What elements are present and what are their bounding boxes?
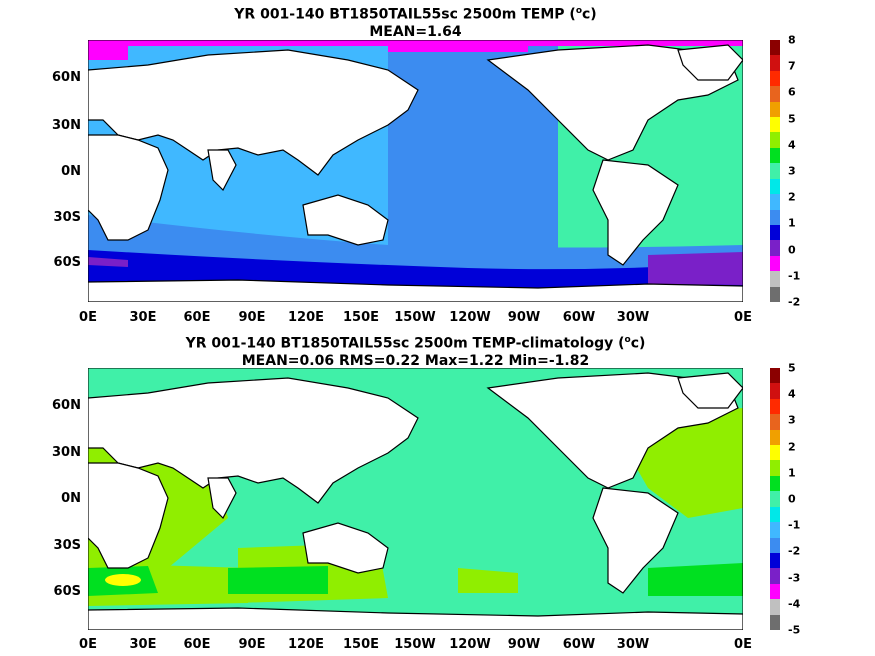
lat-label-0n: 0N [61, 491, 81, 506]
colorbar-cell [770, 132, 780, 149]
colorbar-cell [770, 194, 780, 211]
panel2-map [88, 368, 743, 630]
lon-label: 120E [287, 310, 325, 325]
colorbar-cell [770, 599, 780, 616]
lon-label: 150W [394, 310, 436, 325]
lon-label: 90E [238, 310, 266, 325]
colorbar-label: 3 [788, 164, 796, 178]
colorbar-cell [770, 163, 780, 180]
colorbar-cell [770, 368, 780, 384]
lon-label: 0E [79, 310, 97, 325]
colorbar-label: 5 [788, 361, 796, 375]
colorbar-cell [770, 383, 780, 400]
colorbar-cell [770, 55, 780, 72]
panel2-title: YR 001-140 BT1850TAIL55sc 2500m TEMP-cli… [88, 332, 743, 370]
colorbar-label: 2 [788, 440, 796, 454]
colorbar-label: -1 [788, 518, 801, 532]
colorbar-label: 7 [788, 59, 796, 73]
colorbar-label: 1 [788, 466, 796, 480]
colorbar-cell [770, 224, 780, 241]
lon-label: 30E [129, 310, 157, 325]
colorbar-label: 1 [788, 216, 796, 230]
lon-label: 90E [238, 637, 266, 652]
colorbar-cell [770, 101, 780, 118]
colorbar-cell [770, 40, 780, 56]
lat-label-30s: 30S [53, 210, 81, 225]
colorbar-cell [770, 429, 780, 446]
colorbar-label: 2 [788, 190, 796, 204]
colorbar-label: 0 [788, 243, 796, 257]
lat-label-0n: 0N [61, 164, 81, 179]
lon-label: 0E [734, 637, 752, 652]
lon-label: 0E [79, 637, 97, 652]
colorbar-label: 5 [788, 112, 796, 126]
colorbar-cell [770, 475, 780, 492]
lon-label: 60E [183, 310, 211, 325]
colorbar-cell [770, 491, 780, 508]
colorbar-cell [770, 147, 780, 164]
colorbar-label: 3 [788, 413, 796, 427]
panel1-map [88, 40, 743, 302]
colorbar-cell [770, 552, 780, 569]
lat-label-60n: 60N [52, 70, 81, 85]
panel2-colorbar: 5 4 3 2 1 0 -1 -2 -3 -4 -5 [770, 362, 800, 637]
colorbar-cell [770, 70, 780, 87]
lon-label: 120W [449, 637, 491, 652]
lat-label-60s: 60S [53, 584, 81, 599]
lon-label: 30W [616, 637, 650, 652]
colorbar-cell [770, 537, 780, 554]
colorbar-label: 4 [788, 387, 796, 401]
lon-label: 120E [287, 637, 325, 652]
panel1-title: YR 001-140 BT1850TAIL55sc 2500m TEMP (oc… [88, 3, 743, 41]
colorbar-cell [770, 178, 780, 195]
lat-label-30s: 30S [53, 538, 81, 553]
colorbar-cell [770, 209, 780, 226]
lon-label: 90W [507, 310, 541, 325]
lon-label: 90W [507, 637, 541, 652]
colorbar-label: -5 [788, 623, 801, 637]
lon-label: 60W [562, 637, 596, 652]
colorbar-cell [770, 414, 780, 431]
lon-label: 30W [616, 310, 650, 325]
lat-label-30n: 30N [52, 445, 81, 460]
colorbar-cell [770, 240, 780, 257]
panel1-colorbar: 8 7 6 5 4 3 2 1 0 -1 -2 [770, 34, 800, 309]
colorbar-cell [770, 86, 780, 103]
lat-label-60s: 60S [53, 255, 81, 270]
lon-label: 30E [129, 637, 157, 652]
colorbar-label: -2 [788, 295, 801, 309]
colorbar-cell [770, 398, 780, 415]
colorbar-label: -3 [788, 571, 801, 585]
colorbar-cell [770, 568, 780, 585]
lon-label: 0E [734, 310, 752, 325]
colorbar-cell [770, 614, 780, 631]
panel1-mean: MEAN=1.64 [369, 23, 462, 40]
lat-label-30n: 30N [52, 118, 81, 133]
colorbar-label: -2 [788, 544, 801, 558]
colorbar-label: -1 [788, 269, 801, 283]
colorbar-cell [770, 460, 780, 477]
lon-label: 150E [342, 310, 380, 325]
colorbar-label: 8 [788, 33, 796, 47]
lat-label-60n: 60N [52, 398, 81, 413]
colorbar-label: 4 [788, 138, 796, 152]
lon-label: 60E [183, 637, 211, 652]
colorbar-cell [770, 117, 780, 133]
colorbar-cell [770, 522, 780, 539]
colorbar-label: 6 [788, 85, 796, 99]
colorbar-cell [770, 506, 780, 523]
colorbar-cell [770, 286, 780, 303]
colorbar-label: -4 [788, 597, 801, 611]
colorbar-cell [770, 271, 780, 288]
lon-label: 150W [394, 637, 436, 652]
colorbar-label: 0 [788, 492, 796, 506]
colorbar-cell [770, 583, 780, 600]
colorbar-cell [770, 445, 780, 461]
lon-label: 150E [342, 637, 380, 652]
lon-label: 60W [562, 310, 596, 325]
lon-label: 120W [449, 310, 491, 325]
panel2-stats: MEAN=0.06 RMS=0.22 Max=1.22 Min=-1.82 [241, 352, 590, 369]
colorbar-cell [770, 255, 780, 272]
